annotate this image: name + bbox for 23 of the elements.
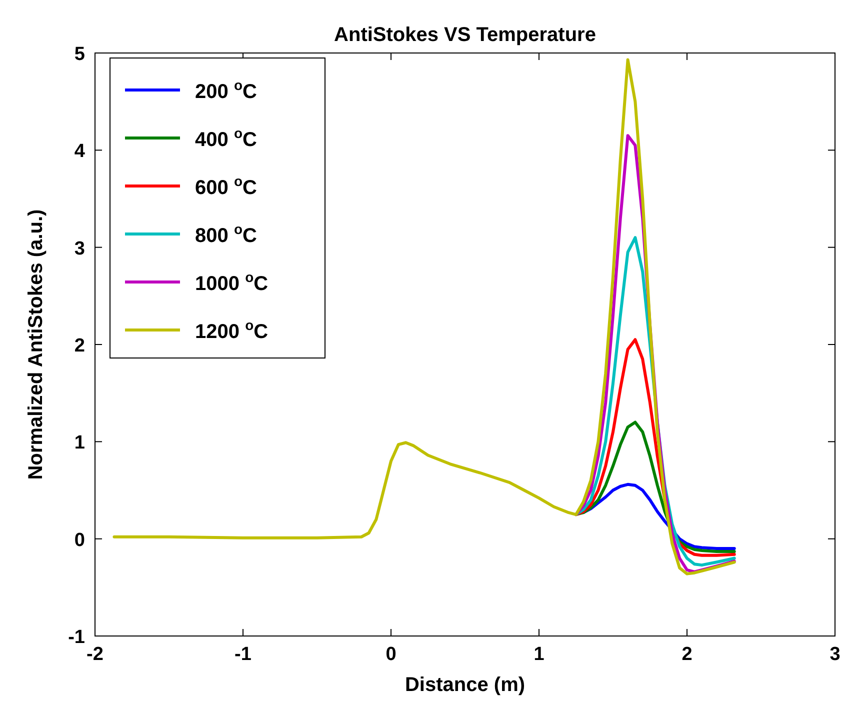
legend-label: 1000 $^{o}$C xyxy=(195,269,268,295)
y-axis-title: Normalized AntiStokes (a.u.) xyxy=(25,209,47,480)
x-tick-label: -1 xyxy=(234,644,252,665)
y-tick-label: 2 xyxy=(74,336,85,356)
y-tick-label: 4 xyxy=(74,141,86,162)
legend-label: 400 $^{o}$C xyxy=(195,125,257,151)
x-tick-label: 2 xyxy=(682,644,692,665)
legend-label: 800 $^{o}$C xyxy=(195,221,257,247)
y-tick-label: 1 xyxy=(74,432,86,454)
legend-label: 200 $^{o}$C xyxy=(195,77,257,103)
y-tick-label: 3 xyxy=(74,238,85,260)
x-axis-title: Distance (m) xyxy=(404,674,526,696)
y-tick-label: 5 xyxy=(74,44,86,65)
legend-label: 600 $^{o}$C xyxy=(195,173,257,199)
chart-title: AntiStokes VS Temperature xyxy=(334,24,596,46)
y-tick-label: -1 xyxy=(68,627,86,648)
x-tick-label: 0 xyxy=(386,644,396,665)
y-tick-label: 0 xyxy=(74,530,85,551)
legend-label: 1200 $^{o}$C xyxy=(195,317,268,343)
x-tick-label: 3 xyxy=(830,644,840,665)
x-tick-label: -2 xyxy=(86,644,104,665)
x-tick-label: 1 xyxy=(534,644,545,665)
line-series xyxy=(112,58,736,576)
